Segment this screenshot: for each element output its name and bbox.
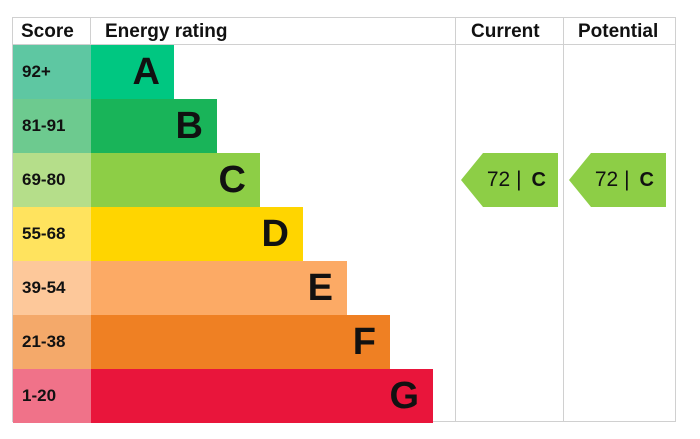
- score-cell-c: 69-80: [13, 153, 91, 207]
- score-cell-b: 81-91: [13, 99, 91, 153]
- score-cell-g: 1-20: [13, 369, 91, 423]
- rating-bar-f: F: [91, 315, 390, 369]
- current-rating-arrow: 72 | C: [461, 153, 558, 207]
- rating-bar-a: A: [91, 45, 174, 99]
- header-divider: [13, 44, 675, 45]
- score-cell-e: 39-54: [13, 261, 91, 315]
- rating-bar-c: C: [91, 153, 260, 207]
- rating-bar-b: B: [91, 99, 217, 153]
- rating-bar-d: D: [91, 207, 303, 261]
- score-cell-a: 92+: [13, 45, 91, 99]
- header-current: Current: [471, 21, 540, 42]
- epc-chart: Score Energy rating Current Potential 92…: [12, 17, 676, 423]
- header-potential: Potential: [578, 21, 659, 42]
- column-divider: [563, 18, 564, 421]
- rating-bar-e: E: [91, 261, 347, 315]
- separator: |: [516, 168, 522, 191]
- separator: |: [624, 168, 630, 191]
- column-divider: [455, 18, 456, 421]
- current-value: 72: [486, 168, 511, 191]
- header-energy-rating: Energy rating: [105, 21, 228, 42]
- rating-bar-g: G: [91, 369, 433, 423]
- score-cell-d: 55-68: [13, 207, 91, 261]
- potential-letter: C: [639, 169, 654, 191]
- potential-rating-arrow: 72 | C: [569, 153, 666, 207]
- current-letter: C: [531, 169, 546, 191]
- header-score: Score: [21, 21, 74, 42]
- score-cell-f: 21-38: [13, 315, 91, 369]
- potential-value: 72: [594, 168, 619, 191]
